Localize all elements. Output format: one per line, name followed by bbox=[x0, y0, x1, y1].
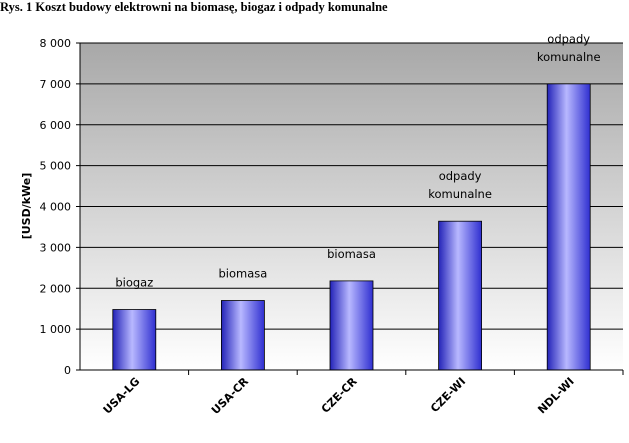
x-tick-label: CZE-CR bbox=[319, 375, 360, 416]
y-tick-label: 7 000 bbox=[40, 78, 72, 91]
bar-label: biomasa bbox=[218, 267, 267, 281]
x-tick-label: NDL-WI bbox=[535, 375, 576, 416]
bar-label: komunalne bbox=[428, 187, 492, 201]
y-tick-label: 4 000 bbox=[40, 201, 72, 214]
bar-label: komunalne bbox=[537, 50, 601, 64]
y-tick-label: 1 000 bbox=[40, 323, 72, 336]
bar-ndl-wi bbox=[546, 83, 591, 371]
y-tick-label: 6 000 bbox=[40, 119, 72, 132]
bar-label: biogaz bbox=[115, 276, 153, 290]
y-axis-label: [USD/kWe] bbox=[20, 173, 33, 240]
bar-label: odpady bbox=[547, 32, 590, 46]
bar-cze-wi bbox=[438, 220, 483, 371]
y-tick-label: 3 000 bbox=[40, 241, 72, 254]
bar-usa-cr bbox=[220, 300, 265, 371]
bar-usa-lg bbox=[112, 309, 157, 371]
bar-label: biomasa bbox=[327, 247, 376, 261]
y-tick-label: 0 bbox=[64, 364, 71, 377]
bar-cze-cr bbox=[329, 280, 374, 371]
x-tick-label: USA-CR bbox=[209, 375, 251, 417]
bar-label: odpady bbox=[439, 169, 482, 183]
y-tick-label: 8 000 bbox=[40, 37, 72, 50]
y-tick-label: 5 000 bbox=[40, 160, 72, 173]
chart-title: Rys. 1 Koszt budowy elektrowni na biomas… bbox=[0, 0, 388, 14]
y-tick-label: 2 000 bbox=[40, 282, 72, 295]
x-tick-label: USA-LG bbox=[101, 375, 143, 417]
x-tick-label: CZE-WI bbox=[428, 375, 468, 415]
